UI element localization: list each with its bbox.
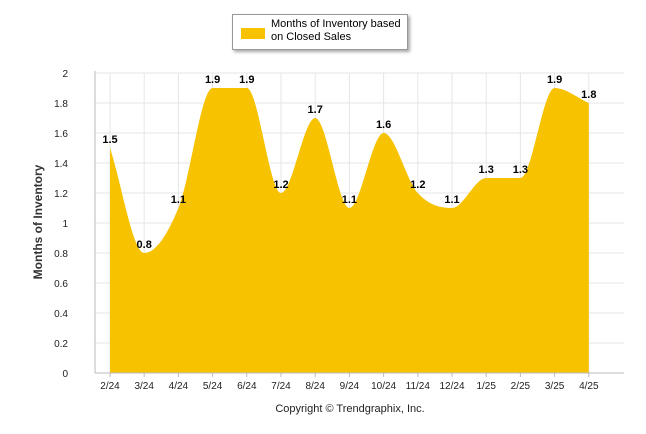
y-tick-label: 1.6 bbox=[54, 129, 68, 140]
y-tick-label: 1.8 bbox=[54, 99, 68, 110]
y-tick-label: 0.8 bbox=[54, 249, 68, 260]
data-label: 1.5 bbox=[102, 134, 117, 146]
y-tick-label: 0 bbox=[62, 369, 68, 380]
data-label: 1.9 bbox=[205, 74, 220, 86]
data-label: 1.3 bbox=[513, 164, 528, 176]
inventory-area bbox=[110, 88, 589, 373]
data-label: 1.9 bbox=[547, 74, 562, 86]
x-tick-label: 1/25 bbox=[476, 381, 496, 392]
x-tick-label: 6/24 bbox=[237, 381, 257, 392]
x-axis-ticks: 2/24 3/24 4/24 5/24 6/24 7/24 8/24 9/24 10/24 11/… bbox=[100, 373, 599, 392]
data-label: 1.2 bbox=[273, 179, 288, 191]
data-label: 1.7 bbox=[308, 104, 323, 116]
axes bbox=[94, 71, 624, 374]
copyright-text: Copyright © Trendgraphix, Inc. bbox=[275, 403, 425, 415]
data-label: 1.1 bbox=[171, 194, 186, 206]
x-tick-label: 9/24 bbox=[340, 381, 360, 392]
legend-swatch bbox=[241, 28, 265, 39]
x-tick-label: 4/25 bbox=[579, 381, 599, 392]
data-label: 1.8 bbox=[581, 89, 596, 101]
data-label: 1.3 bbox=[479, 164, 494, 176]
x-tick-label: 3/25 bbox=[545, 381, 565, 392]
y-tick-label: 0.6 bbox=[54, 279, 68, 290]
data-label: 1.9 bbox=[239, 74, 254, 86]
legend-label: Months of Inventory based on Closed Sale… bbox=[271, 18, 401, 43]
y-tick-label: 1 bbox=[62, 219, 68, 230]
y-axis-ticks: 0 0.2 0.4 0.6 0.8 1 1.2 1.4 1.6 1.8 2 bbox=[54, 69, 68, 380]
y-tick-label: 0.4 bbox=[54, 309, 68, 320]
x-tick-label: 11/24 bbox=[406, 381, 431, 392]
data-label: 0.8 bbox=[137, 239, 152, 251]
x-tick-label: 4/24 bbox=[169, 381, 189, 392]
y-axis-title: Months of Inventory bbox=[31, 164, 45, 279]
x-tick-label: 8/24 bbox=[305, 381, 325, 392]
y-tick-label: 2 bbox=[62, 69, 68, 80]
x-tick-label: 10/24 bbox=[371, 381, 396, 392]
x-tick-label: 2/24 bbox=[100, 381, 120, 392]
x-tick-label: 2/25 bbox=[511, 381, 531, 392]
data-label: 1.2 bbox=[410, 179, 425, 191]
data-label: 1.1 bbox=[444, 194, 459, 206]
x-tick-label: 3/24 bbox=[134, 381, 154, 392]
y-tick-label: 1.4 bbox=[54, 159, 68, 170]
y-tick-label: 0.2 bbox=[54, 339, 68, 350]
legend: Months of Inventory based on Closed Sale… bbox=[232, 14, 408, 50]
x-tick-label: 7/24 bbox=[271, 381, 291, 392]
data-label: 1.6 bbox=[376, 119, 391, 131]
x-tick-label: 5/24 bbox=[203, 381, 223, 392]
data-label: 1.1 bbox=[342, 194, 357, 206]
data-labels: 1.5 0.8 1.1 1.9 1.9 1.2 1.7 1.1 1.6 1.2 1.1 1.3 1.3 1… bbox=[102, 74, 596, 251]
y-tick-label: 1.2 bbox=[54, 189, 68, 200]
x-tick-label: 12/24 bbox=[439, 381, 464, 392]
